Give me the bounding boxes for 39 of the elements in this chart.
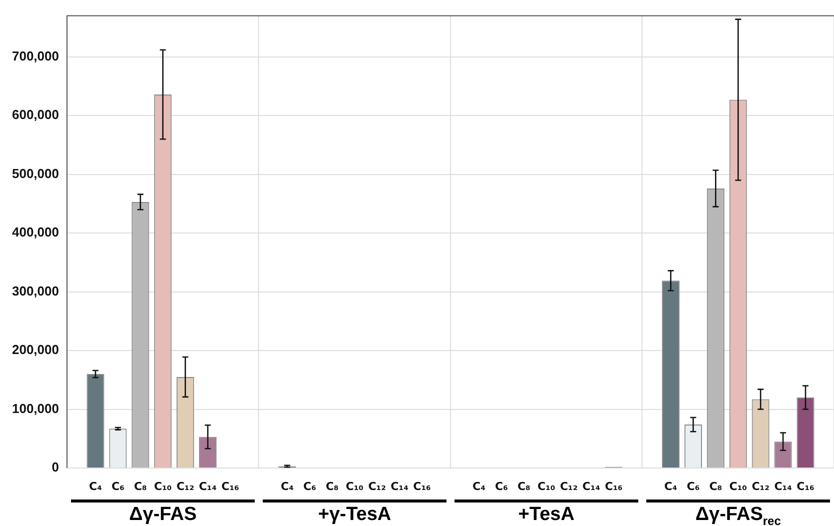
text: C₈ [517, 480, 530, 493]
series-label: C₄ [89, 480, 102, 493]
text: C₁₂ [752, 480, 770, 493]
series-label: C₁₄ [198, 480, 217, 493]
text: C₁₄ [390, 480, 408, 493]
text: C₈ [709, 480, 722, 493]
text: C₁₆ [221, 480, 240, 493]
text: C₁₆ [796, 480, 814, 493]
text: C₁₄ [774, 480, 792, 493]
text: C₄ [472, 480, 486, 493]
y-tick-label: 0 [52, 460, 59, 475]
y-tick-label: 100,000 [12, 400, 59, 416]
series-label: C₁₀ [154, 480, 172, 493]
text: C₆ [686, 480, 700, 493]
text: C₈ [326, 480, 339, 493]
x-tick-label: +TesA [518, 504, 575, 525]
text: C₁₄ [582, 480, 600, 493]
series-label: C₈ [134, 480, 148, 493]
series-label: C₁₆ [604, 480, 623, 493]
text: C₁₀ [729, 480, 747, 493]
x-tick-label: Δγ-FAS [129, 504, 197, 525]
y-tick-label: 600,000 [12, 107, 59, 122]
series-label: C₁₂ [176, 480, 194, 493]
y-tick-label: 700,000 [12, 48, 59, 64]
y-tick-label: 300,000 [12, 283, 59, 298]
text: C₆ [495, 480, 508, 493]
x-tick-label: +γ-TesA [318, 504, 392, 525]
text: C₄ [664, 480, 678, 493]
text: C₁₂ [368, 480, 386, 493]
text: C₆ [303, 480, 316, 493]
text: C₁₀ [346, 480, 364, 493]
y-tick-label: 400,000 [12, 224, 59, 240]
text: C₁₂ [560, 480, 578, 493]
series-label: C₆ [112, 480, 125, 493]
y-tick-label: 500,000 [12, 166, 59, 181]
y-tick-label: 200,000 [12, 342, 59, 358]
text: C₁₀ [538, 480, 556, 493]
text: C₄ [280, 480, 294, 493]
text: C₁₆ [413, 480, 431, 493]
